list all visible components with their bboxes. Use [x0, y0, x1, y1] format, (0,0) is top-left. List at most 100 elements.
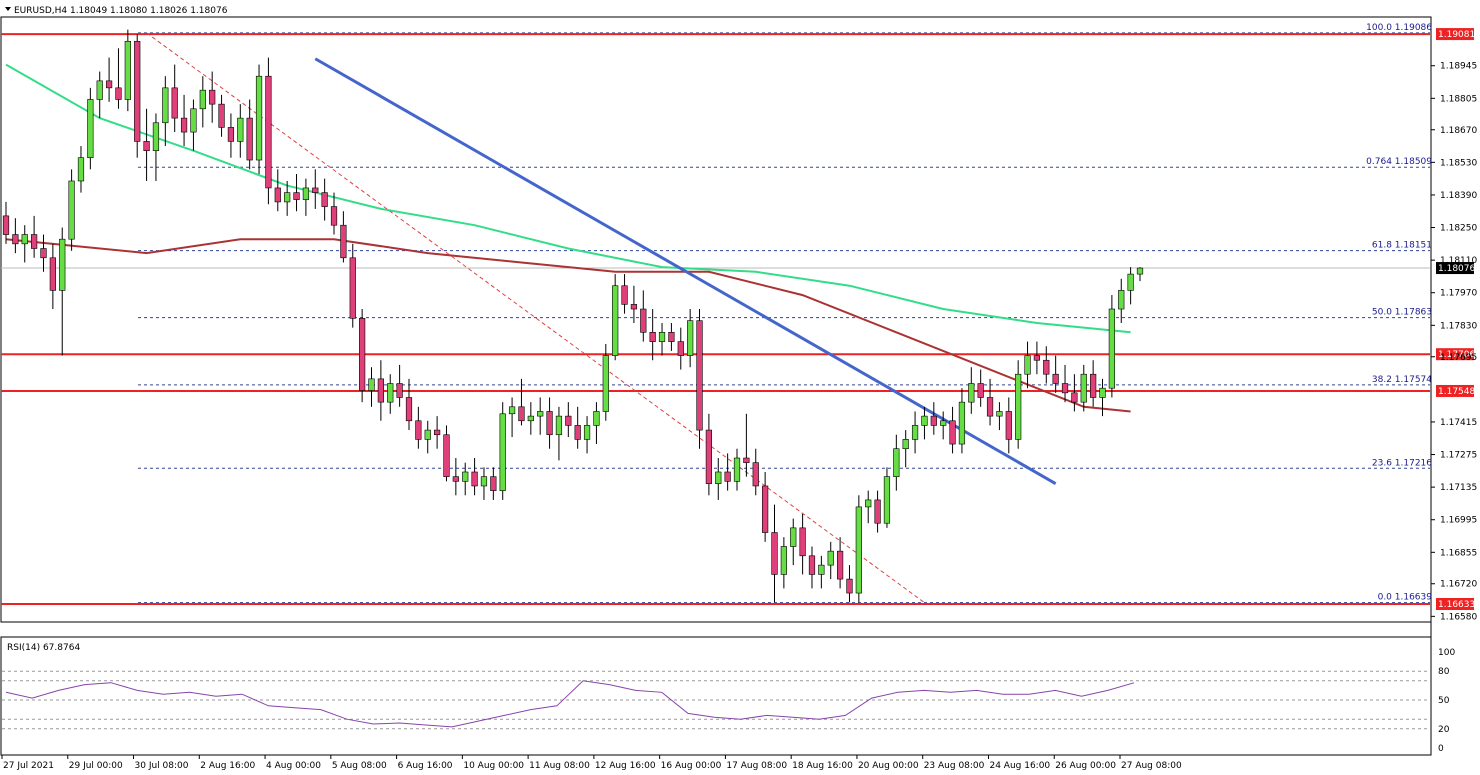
- level-badge-text: 1.16633: [1438, 600, 1475, 610]
- bear-candle-body: [49, 257, 56, 291]
- bull-candle-body: [593, 411, 600, 426]
- bear-candle-body: [274, 187, 281, 203]
- level-badge-text: 1.19081: [1438, 30, 1475, 40]
- bull-candle-body: [968, 383, 975, 403]
- time-axis: 27 Jul 2021 29 Jul 00:00 30 Jul 08:00 2 Aug…: [1, 755, 1182, 771]
- price-tick-label: 1.18805: [1440, 94, 1477, 104]
- bull-candle-body: [255, 75, 263, 161]
- bear-candle-body: [799, 527, 806, 557]
- price-tick-label: 1.18530: [1440, 158, 1477, 168]
- bull-candle-body: [162, 87, 169, 124]
- bear-candle-body: [752, 462, 759, 487]
- bear-candle-body: [40, 248, 47, 259]
- bull-candle-body: [21, 234, 28, 245]
- bear-candle-body: [546, 411, 553, 436]
- time-tick-label: 30 Jul 08:00: [135, 761, 189, 771]
- candles-layer: [2, 29, 1144, 603]
- bull-candle-body: [555, 415, 563, 436]
- bear-candle-body: [986, 397, 994, 417]
- rsi-tick-label: 50: [1438, 696, 1450, 706]
- price-tick-label: 1.17135: [1440, 483, 1477, 493]
- bull-candle-body: [368, 378, 375, 391]
- bull-candle-body: [527, 415, 534, 422]
- bear-candle-body: [227, 127, 235, 142]
- bear-candle-body: [668, 332, 675, 342]
- bear-candle-body: [640, 308, 647, 333]
- bear-candle-body: [490, 476, 497, 491]
- time-tick-label: 6 Aug 16:00: [398, 761, 453, 771]
- bull-candle-body: [284, 192, 291, 203]
- bull-candle-body: [658, 332, 666, 342]
- time-tick-label: 11 Aug 08:00: [529, 761, 590, 771]
- current-price-text: 1.18076: [1438, 264, 1475, 274]
- time-tick-label: 16 Aug 00:00: [661, 761, 722, 771]
- fibonacci-layer: 100.0 1.19086 0.764 1.18509 61.8 1.18151 50…: [138, 23, 1433, 604]
- bear-candle-body: [377, 378, 384, 403]
- bull-candle-body: [902, 439, 909, 450]
- bear-candle-body: [724, 471, 731, 482]
- price-tick-label: 1.16720: [1440, 580, 1477, 590]
- price-tick-label: 1.17970: [1440, 289, 1477, 299]
- bear-candle-body: [134, 40, 141, 142]
- fib-label: 23.6 1.17216: [1372, 458, 1432, 468]
- bull-candle-body: [1136, 267, 1144, 275]
- bear-candle-body: [1052, 373, 1059, 384]
- bull-candle-body: [68, 180, 75, 240]
- bull-candle-body: [733, 457, 741, 482]
- bull-candle-body: [152, 122, 160, 152]
- bull-candle-body: [921, 415, 928, 426]
- bear-candle-body: [452, 476, 459, 482]
- time-tick-label: 2 Aug 16:00: [200, 761, 255, 771]
- main-pane-frame: [0, 16, 1432, 623]
- bear-candle-body: [1005, 411, 1012, 440]
- bear-candle-body: [1043, 359, 1050, 375]
- bull-candle-body: [715, 471, 722, 484]
- fib-label: 0.0 1.16639: [1378, 593, 1433, 603]
- bear-candle-body: [105, 80, 113, 89]
- price-axis: 1.18945 1.18805 1.18670 1.18530 1.18390 1.182…: [1431, 62, 1477, 622]
- bear-candle-body: [443, 434, 450, 477]
- trendline: [314, 57, 1057, 485]
- bear-candle-body: [12, 234, 19, 245]
- bear-candle-body: [1090, 373, 1097, 398]
- bear-candle-body: [340, 224, 347, 259]
- bull-candle-body: [499, 413, 506, 491]
- bull-candle-body: [87, 99, 94, 158]
- bear-candle-body: [1061, 383, 1069, 394]
- bear-candle-body: [349, 257, 356, 319]
- bear-candle-body: [677, 341, 684, 356]
- collapse-triangle-icon[interactable]: [5, 7, 11, 11]
- bear-candle-body: [630, 304, 638, 310]
- bear-candle-body: [1071, 392, 1078, 403]
- bear-candle-body: [31, 234, 38, 249]
- time-tick-label: 24 Aug 16:00: [989, 761, 1050, 771]
- bear-candle-body: [209, 89, 216, 105]
- bull-candle-body: [1015, 373, 1022, 440]
- bull-candle-body: [59, 238, 66, 291]
- bull-candle-body: [537, 411, 544, 417]
- bull-candle-body: [602, 355, 609, 412]
- bull-candle-body: [480, 476, 488, 487]
- price-tick-label: 1.18110: [1440, 256, 1477, 266]
- price-tick-label: 1.16995: [1440, 516, 1477, 526]
- bear-candle-body: [180, 117, 188, 133]
- level-badge: [1436, 348, 1474, 361]
- time-tick-label: 18 Aug 16:00: [792, 761, 853, 771]
- bull-candle-body: [996, 411, 1003, 417]
- fib-label: 38.2 1.17574: [1372, 375, 1432, 385]
- bear-candle-body: [143, 141, 150, 152]
- bull-candle-body: [199, 89, 206, 110]
- fib-label: 50.0 1.17863: [1372, 308, 1432, 318]
- time-tick-label: 29 Jul 00:00: [69, 761, 123, 771]
- bull-candle-body: [940, 420, 947, 426]
- level-badge: [1436, 384, 1474, 397]
- bear-candle-body: [874, 499, 881, 524]
- time-tick-label: 5 Aug 08:00: [332, 761, 387, 771]
- bear-candle-body: [359, 318, 366, 391]
- bull-candle-body: [508, 406, 516, 415]
- moving-average-line-2: [5, 238, 1131, 413]
- bear-candle-body: [293, 192, 300, 200]
- rsi-tick-label: 0: [1438, 744, 1444, 754]
- price-tick-label: 1.18945: [1440, 62, 1477, 72]
- bull-candle-body: [612, 285, 619, 356]
